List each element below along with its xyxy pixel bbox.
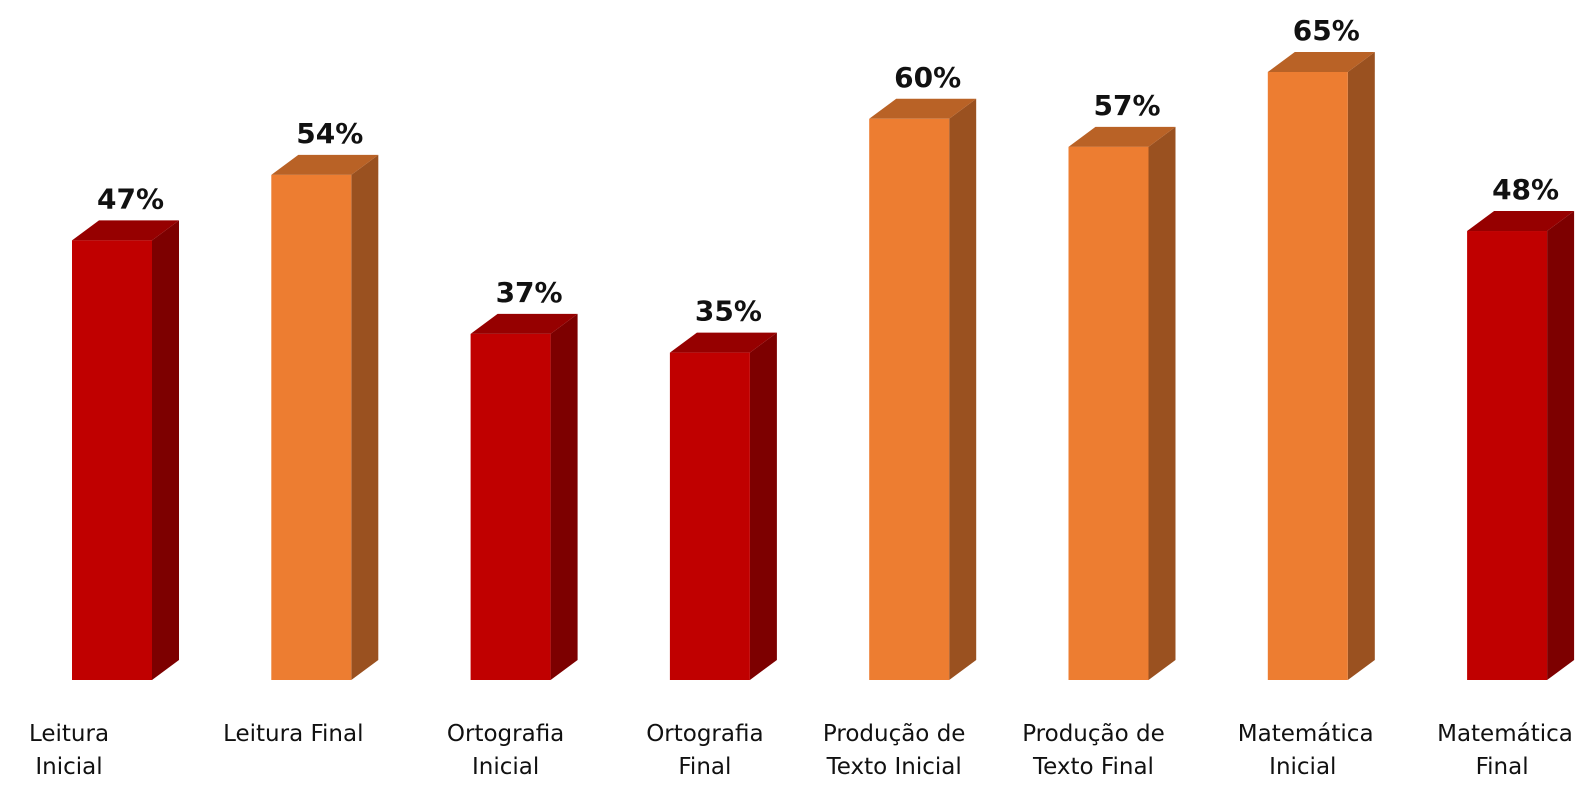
bar-top [869,98,977,119]
value-label: 48% [1492,173,1559,206]
x-tick-label: Matemática Inicial [1237,721,1374,780]
x-tick-label: Matemática Final [1437,721,1573,780]
x-tick-label: Leitura Inicial [28,721,110,780]
value-label: 57% [1093,89,1160,122]
bar [271,174,352,680]
x-tick-label: Produção de Texto Inicial [822,721,966,780]
bar-side [152,220,179,680]
bar-top [72,220,179,241]
value-label: 47% [97,182,164,215]
bar-side [749,332,777,680]
bar-top [271,154,379,175]
value-label: 54% [296,117,363,150]
bar [72,240,152,680]
bar-top [1467,211,1575,232]
bar-top [669,332,777,353]
bar-side [550,313,578,680]
value-label: 60% [894,61,961,94]
value-label: 37% [496,276,563,309]
bar [869,118,950,681]
x-tick-label: Leitura Final [223,721,364,747]
value-label: 35% [695,295,762,328]
bar-side [1547,211,1575,680]
bar-side [1347,52,1375,680]
bar-top [470,313,578,334]
x-tick-label: Produção de Texto Final [1022,721,1165,780]
bar-side [1148,126,1176,681]
bar [1267,72,1348,680]
bar-top [1267,52,1375,72]
x-tick-label: Ortografia Final [646,721,764,780]
bar-side [351,154,379,680]
bar [470,333,551,680]
x-tick-label: Ortografia Inicial [446,721,565,780]
value-label: 65% [1293,14,1360,47]
bar-top [1068,126,1176,147]
bar-side [949,98,977,681]
bar [1068,146,1149,681]
bar [669,352,750,680]
bar [1467,231,1548,680]
